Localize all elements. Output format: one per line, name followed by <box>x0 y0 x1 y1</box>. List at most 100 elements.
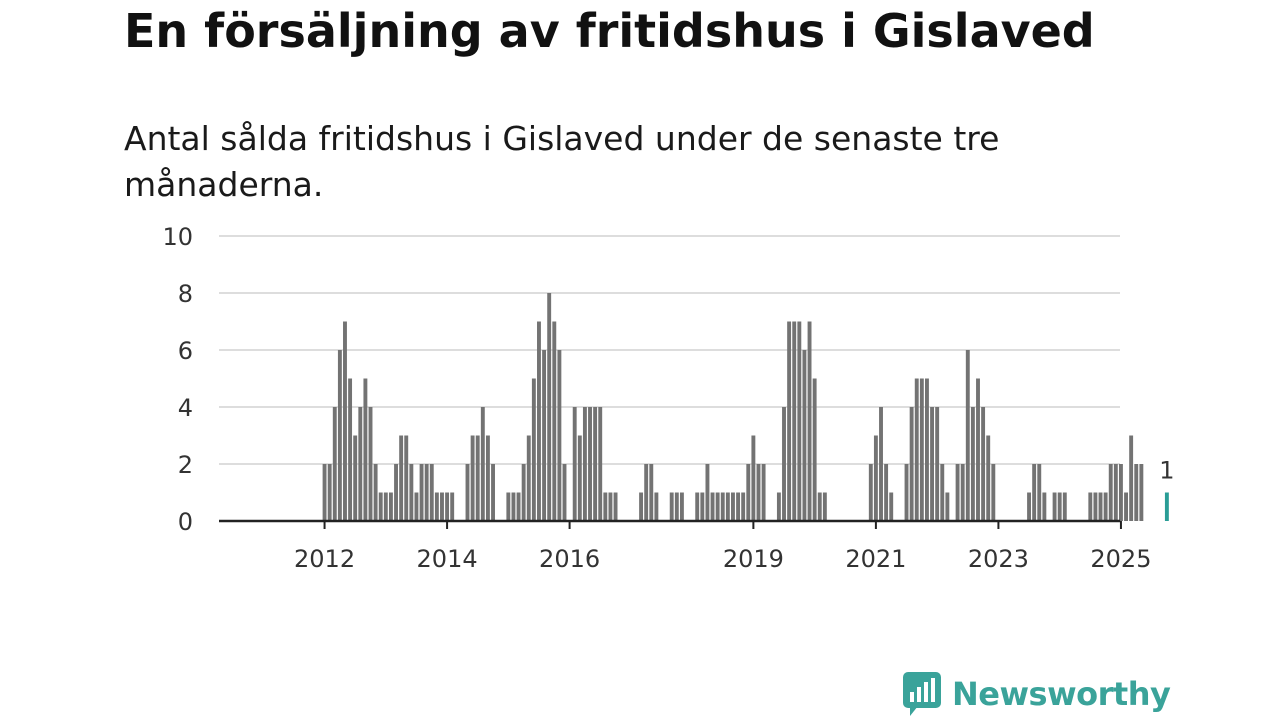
bar <box>516 492 521 521</box>
brand-name: Newsworthy <box>952 675 1171 713</box>
bar <box>582 407 587 521</box>
bar <box>1118 464 1123 521</box>
y-tick-label: 6 <box>178 337 193 365</box>
bar <box>588 407 592 521</box>
bar <box>440 492 444 521</box>
bar <box>1062 492 1067 521</box>
bar <box>424 464 429 521</box>
bar <box>1108 464 1113 521</box>
bar <box>787 321 792 521</box>
bar <box>991 464 996 521</box>
bar <box>700 492 705 521</box>
bar <box>812 378 817 521</box>
bar <box>485 435 490 521</box>
bar <box>394 464 398 521</box>
bar <box>1027 492 1031 521</box>
bar <box>531 378 536 521</box>
bar <box>511 492 516 521</box>
bar <box>1134 464 1139 521</box>
bar <box>521 464 526 521</box>
newsworthy-logo: Newsworthy <box>902 670 1171 718</box>
bar <box>822 492 827 521</box>
bar <box>526 435 531 521</box>
bar <box>1164 492 1169 521</box>
bar <box>603 492 608 521</box>
bar <box>598 407 603 521</box>
bar <box>976 378 980 521</box>
bar <box>807 321 812 521</box>
bar <box>639 492 644 521</box>
bar <box>746 464 751 521</box>
bar <box>327 464 332 521</box>
bar <box>986 435 991 521</box>
bar <box>940 464 945 521</box>
bar <box>577 435 582 521</box>
bar <box>981 407 986 521</box>
bar <box>695 492 700 521</box>
bar <box>782 407 786 521</box>
bar <box>547 293 552 521</box>
y-tick-label: 10 <box>162 223 193 251</box>
bar <box>970 407 975 521</box>
bar <box>1103 492 1108 521</box>
bar <box>373 464 378 521</box>
bar <box>925 378 929 521</box>
bar <box>965 350 970 521</box>
bar <box>368 407 373 521</box>
bar <box>879 407 883 521</box>
bar <box>935 407 940 521</box>
bar <box>414 492 419 521</box>
bar <box>593 407 598 521</box>
bar <box>332 407 337 521</box>
bar <box>480 407 485 521</box>
bar <box>322 464 327 521</box>
chart-subtitle: Antal sålda fritidshus i Gislaved under … <box>124 119 1000 204</box>
bar <box>1139 464 1144 521</box>
bar <box>506 492 511 521</box>
bar <box>399 435 404 521</box>
bar <box>669 492 674 521</box>
bar <box>792 321 797 521</box>
bar <box>1037 464 1042 521</box>
bar <box>1113 464 1118 521</box>
bar <box>756 464 761 521</box>
bar <box>1129 435 1134 521</box>
bar <box>409 464 414 521</box>
annotations: 1 <box>1159 457 1174 485</box>
bars <box>322 293 1169 521</box>
bar <box>450 492 455 521</box>
bar <box>960 464 965 521</box>
bar <box>955 464 960 521</box>
bar <box>741 492 746 521</box>
bar <box>419 464 424 521</box>
bar <box>608 492 613 521</box>
bar <box>429 464 434 521</box>
bar <box>930 407 935 521</box>
bar <box>337 350 342 521</box>
bar <box>434 492 439 521</box>
bar <box>537 321 541 521</box>
bar <box>557 350 562 521</box>
bar <box>736 492 741 521</box>
bar <box>904 464 909 521</box>
bar <box>1088 492 1093 521</box>
bar <box>654 492 659 521</box>
chart-title: En försäljning av fritidshus i Gislaved <box>124 4 1095 58</box>
bar <box>945 492 950 521</box>
bar <box>909 407 914 521</box>
bar <box>919 378 924 521</box>
bar <box>817 492 822 521</box>
bar <box>1093 492 1098 521</box>
bar <box>1124 492 1128 521</box>
y-tick-label: 4 <box>178 394 193 422</box>
bar <box>348 378 353 521</box>
bar <box>710 492 715 521</box>
newsworthy-chart-icon <box>903 672 941 716</box>
bar <box>914 378 919 521</box>
bar <box>383 492 388 521</box>
x-tick-label: 2025 <box>1090 545 1151 573</box>
bar <box>797 321 802 521</box>
x-tick-label: 2014 <box>417 545 478 573</box>
bar <box>705 464 710 521</box>
